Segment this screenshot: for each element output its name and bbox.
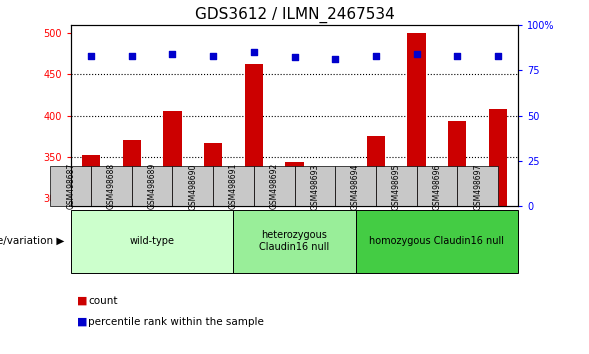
Text: GSM498696: GSM498696 [432,163,441,210]
Point [209,53,218,58]
Text: wild-type: wild-type [130,236,174,246]
Bar [163,112,181,206]
Text: GSM498691: GSM498691 [229,163,238,210]
Text: GSM498693: GSM498693 [310,163,319,210]
Text: ■: ■ [77,296,87,306]
Bar [367,136,385,206]
Bar [326,187,345,206]
Text: count: count [88,296,118,306]
FancyBboxPatch shape [91,166,132,206]
Text: GSM498692: GSM498692 [270,163,279,210]
FancyBboxPatch shape [173,166,213,206]
Text: GSM498690: GSM498690 [188,163,197,210]
Point [330,56,340,62]
Text: GSM498688: GSM498688 [107,163,116,210]
Point [412,51,421,57]
Point [493,53,502,58]
FancyBboxPatch shape [213,166,254,206]
Bar [204,143,222,206]
Bar [285,162,304,206]
FancyBboxPatch shape [233,210,356,273]
Bar [408,33,426,206]
FancyBboxPatch shape [376,166,416,206]
Point [290,55,299,60]
Point [87,53,96,58]
Point [249,49,259,55]
FancyBboxPatch shape [50,166,91,206]
FancyBboxPatch shape [254,166,294,206]
Text: heterozygous
Claudin16 null: heterozygous Claudin16 null [259,230,330,252]
Text: GSM498694: GSM498694 [351,163,360,210]
Title: GDS3612 / ILMN_2467534: GDS3612 / ILMN_2467534 [194,7,395,23]
FancyBboxPatch shape [356,210,518,273]
Bar [82,155,100,206]
Text: genotype/variation ▶: genotype/variation ▶ [0,236,65,246]
Text: ■: ■ [77,317,87,327]
FancyBboxPatch shape [132,166,173,206]
Bar [448,121,466,206]
Bar [123,140,141,206]
Text: GSM498695: GSM498695 [392,163,401,210]
Text: GSM498687: GSM498687 [66,163,75,210]
Text: homozygous Claudin16 null: homozygous Claudin16 null [369,236,504,246]
Point [452,53,462,58]
Bar [489,109,507,206]
FancyBboxPatch shape [294,166,335,206]
Point [168,51,177,57]
Text: GSM498697: GSM498697 [473,163,482,210]
FancyBboxPatch shape [335,166,376,206]
Text: GSM498689: GSM498689 [148,163,157,210]
Point [371,53,380,58]
Text: percentile rank within the sample: percentile rank within the sample [88,317,264,327]
FancyBboxPatch shape [416,166,457,206]
FancyBboxPatch shape [457,166,498,206]
FancyBboxPatch shape [71,210,233,273]
Bar [244,64,263,206]
Point [127,53,137,58]
